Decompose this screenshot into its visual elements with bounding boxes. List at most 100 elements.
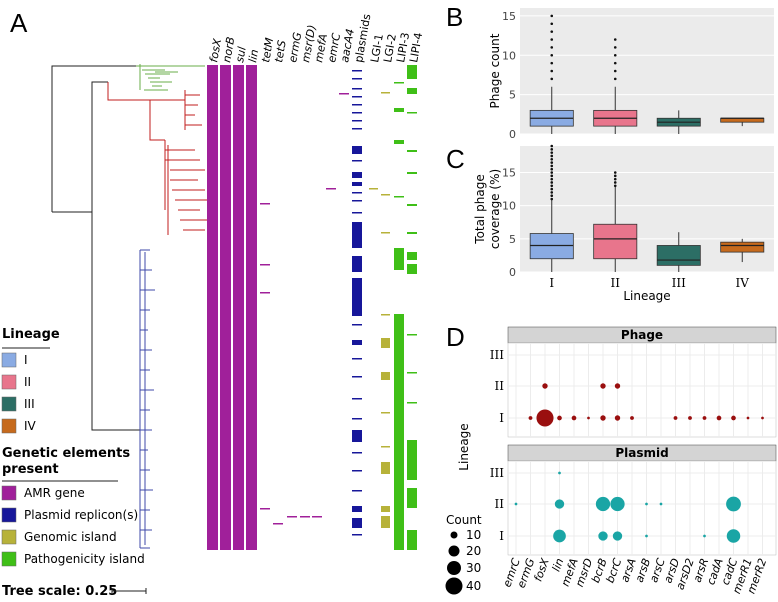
legend-swatch-pathogenicity bbox=[1, 551, 17, 567]
legend-lineage-1: I bbox=[24, 353, 28, 367]
outlier-point bbox=[550, 14, 554, 18]
outlier-point bbox=[550, 197, 554, 201]
outlier-point bbox=[550, 174, 554, 178]
phage-dot-fosX bbox=[542, 383, 548, 389]
panel-a-letter: A bbox=[10, 8, 28, 38]
hdr-lgi1: LGI-1 bbox=[368, 33, 386, 64]
box-III bbox=[656, 245, 701, 266]
phage-dot-bcrB bbox=[600, 415, 606, 421]
pathogenicity-island-heatmap bbox=[394, 65, 417, 550]
tree-clade-blue bbox=[139, 249, 155, 549]
outlier-point bbox=[550, 38, 554, 41]
legend-amr-gene: AMR gene bbox=[24, 486, 85, 500]
panel-c-ylabel-1: Total phage bbox=[473, 174, 487, 244]
outlier-point bbox=[550, 151, 554, 154]
hdr-sul: sul bbox=[233, 46, 249, 64]
tree-scale-bar bbox=[111, 588, 147, 594]
plasmid-dot-arsB bbox=[645, 502, 648, 506]
outlier-point bbox=[550, 191, 554, 194]
outlier-point bbox=[613, 184, 617, 188]
legend-genetic-title-1: Genetic elements bbox=[2, 446, 130, 461]
plasmid-dot-cadC bbox=[726, 529, 741, 543]
outlier-point bbox=[550, 181, 554, 184]
panel-b-plot: 0 5 10 15 Phage count bbox=[488, 8, 774, 141]
amr-col-norb bbox=[220, 65, 231, 550]
outlier-point bbox=[550, 157, 554, 161]
plasmid-dot-bcrB bbox=[595, 496, 611, 512]
outlier-point bbox=[550, 167, 554, 171]
outlier-point bbox=[550, 22, 554, 26]
phage-dot-msrD bbox=[587, 416, 590, 420]
x-tick-label: I bbox=[549, 276, 554, 290]
outlier-point bbox=[550, 184, 554, 188]
phage-dot-cadA bbox=[716, 415, 722, 421]
outlier-point bbox=[613, 46, 617, 49]
count-legend-dot-40 bbox=[445, 577, 463, 595]
legend-swatch-genomic bbox=[1, 529, 17, 545]
legend-lineage-3: III bbox=[24, 397, 35, 411]
phage-dot-bcrC bbox=[614, 383, 621, 389]
gene-label-lin: lin bbox=[550, 557, 567, 574]
plasmid-dot-emrC bbox=[514, 502, 518, 506]
outlier-point bbox=[613, 69, 617, 73]
phage-strip-label: Phage bbox=[621, 328, 663, 342]
hdr-aaca4: aacA4 bbox=[338, 28, 357, 64]
outlier-point bbox=[550, 171, 554, 174]
outlier-point bbox=[550, 148, 554, 151]
amr-heatmap bbox=[207, 65, 349, 550]
legend-swatch-lineage-1 bbox=[1, 352, 17, 368]
phage-dot-merR1 bbox=[746, 416, 750, 420]
tree-scale-label: Tree scale: 0.25 bbox=[2, 584, 117, 599]
outlier-point bbox=[613, 38, 617, 41]
legend: Lineage I II III IV Genetic elements pre… bbox=[1, 327, 147, 599]
outlier-point bbox=[613, 171, 617, 174]
plasmid-dot-arsC bbox=[659, 502, 663, 506]
plasmid-heatmap bbox=[352, 70, 362, 536]
hdr-lgi2: LGI-2 bbox=[381, 33, 399, 64]
x-tick-label: II bbox=[611, 276, 621, 290]
panel-c-xlabel: Lineage bbox=[623, 289, 670, 303]
phage-dot-cadC bbox=[731, 415, 736, 421]
phage-dot-bcrC bbox=[614, 415, 621, 421]
outlier-point bbox=[550, 46, 554, 49]
plasmid-dot-cadC bbox=[726, 496, 741, 512]
plasmid-dot-lin bbox=[553, 529, 566, 543]
x-tick-label: III bbox=[672, 276, 686, 290]
phage-dot-lin bbox=[557, 415, 562, 421]
hdr-lipi3: LIPI-3 bbox=[394, 32, 412, 64]
outlier-point bbox=[550, 69, 554, 73]
phage-dot-arsA bbox=[630, 416, 634, 420]
legend-plasmid-replicon: Plasmid replicon(s) bbox=[24, 508, 138, 522]
legend-pathogenicity-island: Pathogenicity island bbox=[24, 552, 145, 566]
plasmid-dot-lin bbox=[558, 471, 561, 475]
outlier-point bbox=[550, 144, 554, 148]
y-tick-label: 15 bbox=[502, 167, 516, 180]
outlier-point bbox=[550, 177, 554, 181]
outlier-point bbox=[613, 53, 617, 57]
plasmid-y-level: III bbox=[490, 466, 504, 480]
count-legend-30: 30 bbox=[466, 561, 481, 575]
genomic-island-heatmap bbox=[369, 92, 390, 528]
hdr-lin: lin bbox=[246, 48, 261, 63]
legend-lineage-4: IV bbox=[24, 419, 37, 433]
outlier-point bbox=[550, 161, 554, 164]
outlier-point bbox=[550, 164, 554, 168]
plasmid-dot-bcrC bbox=[610, 496, 625, 512]
outlier-point bbox=[550, 77, 554, 81]
panel-b-ylabel: Phage count bbox=[488, 33, 502, 108]
box-I bbox=[529, 233, 574, 260]
outlier-point bbox=[550, 53, 554, 57]
box-II bbox=[593, 223, 638, 260]
phage-dot-mefA bbox=[571, 415, 577, 421]
hdr-emrc: emrC bbox=[325, 32, 343, 64]
plasmid-dot-bcrB bbox=[598, 531, 608, 541]
outlier-point bbox=[550, 187, 554, 191]
amr-col-sul bbox=[233, 65, 244, 550]
plasmid-dot-bcrC bbox=[612, 531, 623, 541]
outlier-point bbox=[613, 181, 617, 184]
hdr-tets: tetS bbox=[272, 39, 289, 63]
hdr-mefa: mefA bbox=[312, 33, 330, 64]
plasmid-dot-arsB bbox=[645, 534, 648, 538]
